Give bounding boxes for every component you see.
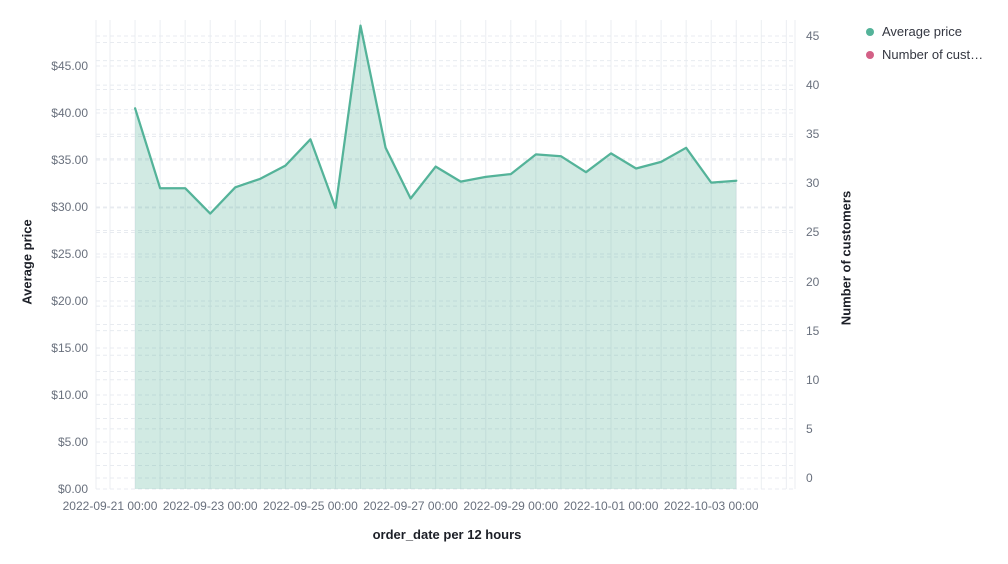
legend-item-average-price[interactable]: Average price [866,24,983,39]
y-axis-right-tick-label: 30 [806,176,820,191]
legend-label: Number of cust… [882,47,984,62]
y-axis-left-tick-label: $40.00 [51,106,88,120]
y-axis-right-tick-label: 0 [806,471,813,485]
y-axis-right-tick-label: 20 [806,274,820,289]
horizontal-gridlines-left-axis [96,42,795,490]
y-axis-right-tick-label: 10 [806,372,820,387]
x-axis-title: order_date per 12 hours [372,527,522,542]
legend-label: Average price [882,24,962,39]
y-axis-right-title: Number of customers [838,190,854,326]
x-axis-tick-label: 2022-09-29 00:00 [463,499,559,513]
y-axis-right-tick-label: 35 [806,127,820,142]
x-axis-tick-label: 2022-10-01 00:00 [563,499,659,513]
y-axis-left-title: Average price [19,219,35,305]
y-axis-right-tick-label: 15 [806,323,820,338]
average-price-area [135,25,737,489]
y-axis-right-tick-label: 25 [806,225,820,240]
horizontal-gridlines-right-axis [96,35,795,479]
x-axis-tick-label: 2022-09-27 00:00 [363,499,458,513]
x-axis-tick-label: 2022-09-23 00:00 [162,499,258,513]
y-axis-left-tick-label: $35.00 [51,153,88,167]
y-axis-left-tick-label: $15.00 [51,341,88,355]
legend-item-number-of-customers[interactable]: Number of cust… [866,47,983,62]
y-axis-right-tick-label: 40 [806,78,820,93]
number-of-customers-legend-dot-icon [866,50,874,59]
y-axis-right-tick-label: 5 [806,421,813,436]
x-axis-tick-label: 2022-09-25 00:00 [263,499,358,513]
y-axis-left-tick-label: $30.00 [51,200,88,214]
y-axis-left-tick-label: $20.00 [51,294,88,308]
x-axis-tick-label: 2022-09-21 00:00 [62,499,158,513]
y-axis-right-tick-label: 45 [806,29,820,43]
legend: Average price Number of cust… [866,24,983,62]
y-axis-left-tick-label: $25.00 [51,247,88,261]
y-axis-left-tick-label: $10.00 [51,388,88,402]
average-price-line [133,24,738,215]
y-axis-left-tick-label: $0.00 [57,482,88,496]
x-axis-tick-label: 2022-10-03 00:00 [663,499,759,513]
y-axis-left-tick-label: $5.00 [57,435,88,449]
y-axis-left-tick-label: $45.00 [51,59,88,73]
average-price-legend-dot-icon [866,27,874,36]
